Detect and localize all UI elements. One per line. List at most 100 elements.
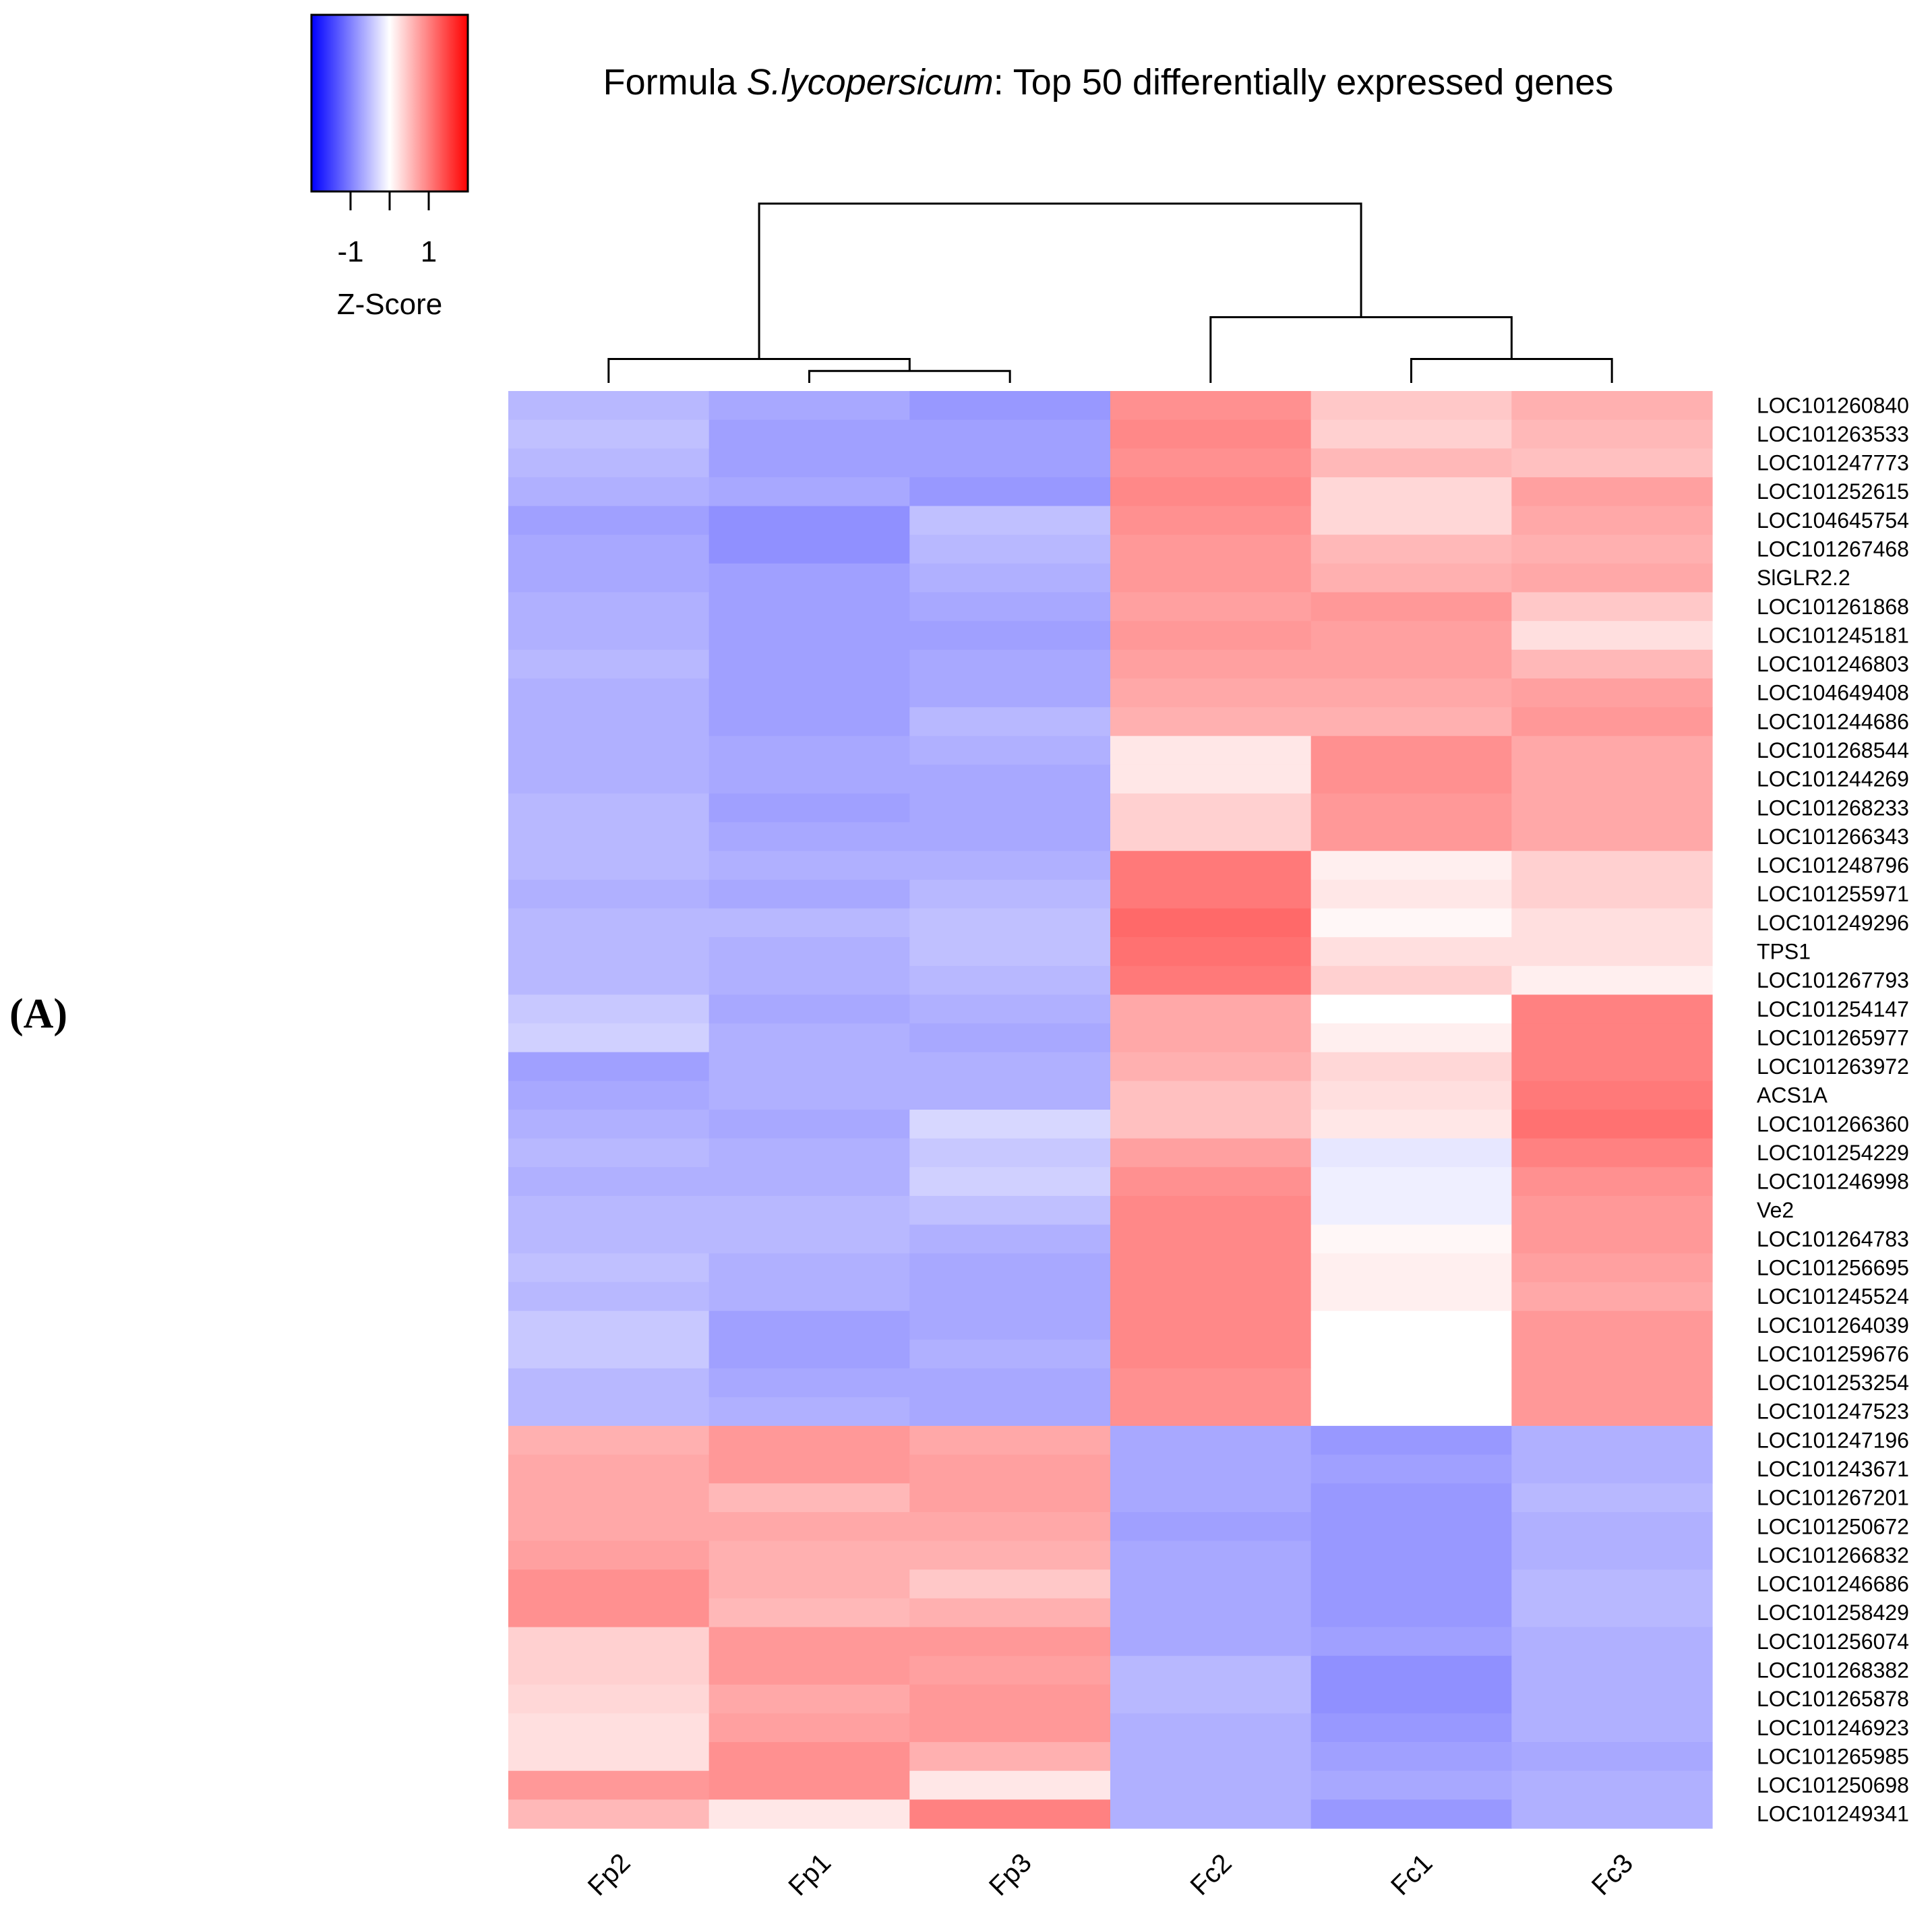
heatmap-cell	[508, 649, 710, 679]
heatmap-cell	[1110, 592, 1312, 622]
heatmap-cell	[508, 1253, 710, 1283]
column-label: Fp3	[984, 1848, 1037, 1902]
row-label: LOC101258429	[1757, 1600, 1909, 1625]
heatmap-cell	[1511, 1224, 1713, 1254]
heatmap-cell	[909, 965, 1111, 996]
heatmap-cell	[1310, 994, 1512, 1024]
heatmap-cell	[909, 707, 1111, 737]
row-label: LOC101265985	[1757, 1744, 1909, 1768]
heatmap-cell	[909, 1426, 1111, 1456]
heatmap-cell	[1110, 1167, 1312, 1197]
row-label: TPS1	[1757, 939, 1811, 963]
heatmap-cell	[708, 937, 910, 967]
row-label: LOC101246686	[1757, 1572, 1909, 1596]
heatmap-cell	[708, 793, 910, 823]
heatmap-cell	[1110, 1052, 1312, 1081]
heatmap-cell	[909, 448, 1111, 478]
title-prefix: Formula	[603, 62, 747, 102]
heatmap-cell	[1310, 477, 1512, 507]
row-label: LOC101245181	[1757, 623, 1909, 647]
row-label: LOC101245524	[1757, 1284, 1909, 1309]
heatmap-cell	[1511, 822, 1713, 851]
heatmap-cell	[1310, 506, 1512, 535]
heatmap-cell	[1511, 592, 1713, 622]
row-label: LOC101248796	[1757, 853, 1909, 878]
heatmap-cell	[1511, 937, 1713, 967]
heatmap-cell	[1310, 879, 1512, 909]
row-label: LOC101260840	[1757, 393, 1909, 417]
heatmap-cell	[508, 1167, 710, 1197]
heatmap-cell	[508, 851, 710, 880]
heatmap-cell	[1310, 707, 1512, 737]
heatmap-cell	[1511, 1713, 1713, 1743]
row-label: LOC101243671	[1757, 1457, 1909, 1481]
heatmap-cell	[1310, 1454, 1512, 1484]
heatmap-cell	[1310, 1598, 1512, 1628]
dendrogram-branch	[1209, 316, 1513, 383]
heatmap-cell	[1310, 851, 1512, 880]
row-label: LOC101254229	[1757, 1141, 1909, 1165]
heatmap-cell	[708, 1684, 910, 1714]
heatmap-cell	[1511, 793, 1713, 823]
row-label: LOC101267793	[1757, 968, 1909, 992]
heatmap-cell	[508, 592, 710, 622]
heatmap-cell	[1110, 1110, 1312, 1139]
heatmap-cell	[508, 879, 710, 909]
heatmap-cell	[1110, 1311, 1312, 1340]
heatmap-cell	[508, 1598, 710, 1628]
heatmap-cell	[1110, 1483, 1312, 1513]
heatmap-cell	[1110, 419, 1312, 449]
heatmap-cell	[1310, 736, 1512, 765]
heatmap-cell	[1110, 822, 1312, 851]
heatmap-cell	[1110, 736, 1312, 765]
heatmap-cell	[909, 506, 1111, 535]
heatmap-cell	[1511, 1454, 1713, 1484]
heatmap-cell	[1310, 419, 1512, 449]
heatmap-cell	[909, 1023, 1111, 1053]
color-key-ticks: -1 1	[337, 191, 437, 268]
heatmap-cell	[1511, 506, 1713, 535]
heatmap-cell	[1511, 1052, 1713, 1081]
row-label: LOC101267201	[1757, 1486, 1909, 1510]
heatmap-cell	[708, 851, 910, 880]
heatmap-cell	[1310, 621, 1512, 651]
heatmap-cell	[1310, 1742, 1512, 1772]
heatmap-cell	[1511, 1167, 1713, 1197]
heatmap-cell	[708, 1052, 910, 1081]
heatmap-cell	[1110, 1340, 1312, 1369]
heatmap-grid	[508, 391, 1713, 1829]
heatmap-cell	[1310, 764, 1512, 794]
heatmap-cell	[909, 1483, 1111, 1513]
heatmap-cell	[1310, 678, 1512, 708]
heatmap-cell	[708, 1195, 910, 1226]
heatmap-cell	[708, 965, 910, 996]
heatmap-cell	[1511, 879, 1713, 909]
heatmap-cell	[508, 678, 710, 708]
column-label: Fc3	[1586, 1849, 1639, 1901]
heatmap-cell	[708, 1483, 910, 1513]
heatmap-cell	[708, 994, 910, 1024]
heatmap-cell	[1110, 535, 1312, 564]
heatmap-cell	[1511, 1397, 1713, 1427]
heatmap-cell	[708, 419, 910, 449]
heatmap-cell	[708, 1713, 910, 1743]
heatmap-cell	[909, 1081, 1111, 1110]
row-label: LOC101265977	[1757, 1025, 1909, 1050]
row-label: LOC101265878	[1757, 1687, 1909, 1711]
heatmap-cell	[508, 535, 710, 564]
heatmap-cell	[508, 1023, 710, 1053]
heatmap-cell	[1110, 879, 1312, 909]
heatmap-cell	[909, 736, 1111, 765]
row-label: LOC101268382	[1757, 1658, 1909, 1682]
title-suffix: : Top 50 differentially expressed genes	[994, 62, 1614, 102]
column-dendrogram	[607, 202, 1613, 383]
row-label: LOC101247773	[1757, 451, 1909, 475]
heatmap-cell	[708, 1511, 910, 1542]
heatmap-cell	[909, 1311, 1111, 1340]
heatmap-cell	[1310, 649, 1512, 679]
heatmap-cell	[909, 1282, 1111, 1312]
heatmap-cell	[708, 1627, 910, 1656]
heatmap-cell	[508, 1426, 710, 1456]
heatmap-cell	[708, 563, 910, 593]
heatmap-cell	[909, 477, 1111, 507]
